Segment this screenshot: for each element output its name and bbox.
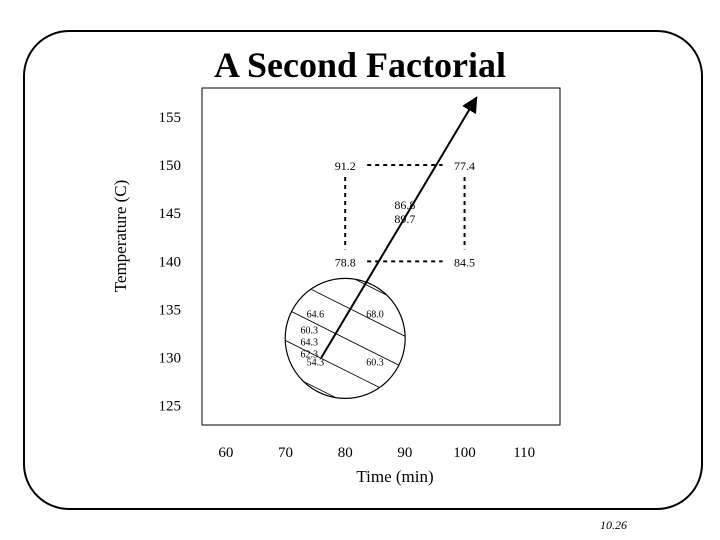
- y-tick-label: 145: [159, 206, 182, 222]
- second-design-corner-label: 84.5: [454, 255, 475, 269]
- first-design-region: 64.6 68.054.3 60.360.364.362.3: [284, 277, 406, 399]
- second-design-corner-label: 78.8: [335, 255, 356, 269]
- slide-frame: [23, 30, 703, 510]
- hatch-pattern: [285, 278, 406, 399]
- y-tick-label: 150: [159, 158, 182, 174]
- second-design-region: 91.277.478.884.586.889.7: [335, 159, 475, 269]
- x-tick-label: 90: [397, 445, 412, 461]
- hatch-line: [285, 278, 406, 399]
- second-design-corner-label: 77.4: [454, 159, 475, 173]
- hatch-line: [285, 278, 406, 367]
- x-axis-label: Time (min): [356, 467, 433, 486]
- first-design-center-label: 64.3: [300, 337, 318, 348]
- x-tick-label: 110: [513, 445, 535, 461]
- first-design-corner-label: 68.0: [366, 309, 384, 320]
- steepest-ascent-path: [320, 96, 478, 359]
- plot-area: [201, 87, 561, 426]
- first-design-corner-label: 64.6: [307, 309, 325, 320]
- page-number: 10.26: [600, 518, 627, 532]
- y-tick-label: 155: [159, 110, 182, 126]
- y-tick-label: 130: [159, 351, 182, 367]
- steepest-ascent-arrow: [320, 96, 478, 359]
- slide-title: A Second Factorial: [214, 45, 506, 85]
- first-design-center-label: 62.3: [300, 349, 318, 360]
- first-design-corner-label: 54.3: [307, 357, 325, 368]
- y-tick-label: 140: [159, 254, 182, 270]
- first-design-center-label: 60.3: [300, 325, 318, 336]
- first-design-corner-label: 60.3: [366, 357, 384, 368]
- y-axis-label: Temperature (C): [111, 180, 130, 293]
- x-tick-label: 80: [338, 445, 353, 461]
- y-tick-label: 135: [159, 302, 182, 318]
- x-tick-label: 100: [453, 445, 476, 461]
- hatch-line: [285, 309, 406, 399]
- y-tick-label: 125: [159, 399, 182, 415]
- x-tick-label: 70: [278, 445, 293, 461]
- x-tick-label: 60: [218, 445, 233, 461]
- first-design-circle: [284, 277, 406, 399]
- second-design-corner-label: 91.2: [335, 159, 356, 173]
